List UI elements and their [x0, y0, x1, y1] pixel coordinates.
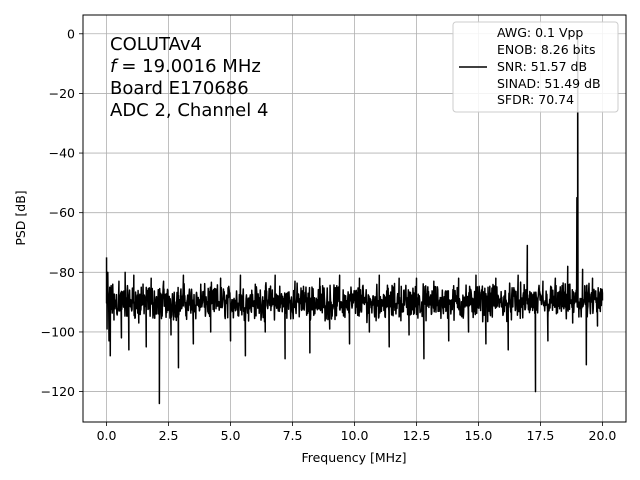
- y-tick-label: −60: [49, 205, 75, 220]
- legend-frame: [452, 21, 619, 113]
- y-tick-label: −20: [49, 86, 75, 101]
- legend-snr: SNR: 51.57 dB: [497, 59, 587, 74]
- x-tick-label: 5.0: [221, 428, 241, 443]
- annotation-line-2: f = 19.0016 MHz: [110, 56, 261, 77]
- annotation-line-3: Board E170686: [110, 78, 249, 99]
- psd-series-line: [105, 36, 604, 405]
- axis-ticks: 0.0 2.5 5.0 7.5 10.0 12.5 15.0 17.5 20.0 0 −20 −40 −…: [41, 26, 617, 443]
- x-tick-label: 7.5: [283, 428, 303, 443]
- x-tick-label: 20.0: [589, 428, 617, 443]
- y-tick-label: −100: [41, 324, 75, 339]
- y-tick-label: 0: [67, 26, 75, 41]
- y-tick-label: −120: [41, 384, 75, 399]
- legend-sfdr: SFDR: 70.74: [497, 92, 574, 107]
- x-tick-label: 10.0: [341, 428, 369, 443]
- legend-sinad: SINAD: 51.49 dB: [497, 76, 601, 91]
- annotation-italic-f: f: [110, 56, 119, 77]
- x-tick-label: 0.0: [97, 428, 117, 443]
- x-tick-label: 17.5: [527, 428, 555, 443]
- x-tick-label: 2.5: [159, 428, 179, 443]
- y-tick-label: −40: [49, 146, 75, 161]
- annotation-line-1: COLUTAv4: [110, 34, 202, 55]
- y-tick-label: −80: [49, 265, 75, 280]
- x-tick-label: 15.0: [465, 428, 493, 443]
- legend-enob: ENOB: 8.26 bits: [497, 42, 595, 57]
- x-tick-label: 12.5: [403, 428, 431, 443]
- plot-frame: [82, 14, 627, 423]
- y-axis-label: PSD [dB]: [13, 190, 28, 245]
- psd-trace: [105, 36, 604, 405]
- x-axis-label: Frequency [MHz]: [301, 450, 406, 465]
- legend-awg: AWG: 0.1 Vpp: [497, 25, 583, 40]
- annotation-frequency: = 19.0016 MHz: [121, 56, 260, 77]
- annotation-line-4: ADC 2, Channel 4: [110, 100, 268, 121]
- legend: AWG: 0.1 Vpp ENOB: 8.26 bits SNR: 51.57 …: [452, 21, 619, 113]
